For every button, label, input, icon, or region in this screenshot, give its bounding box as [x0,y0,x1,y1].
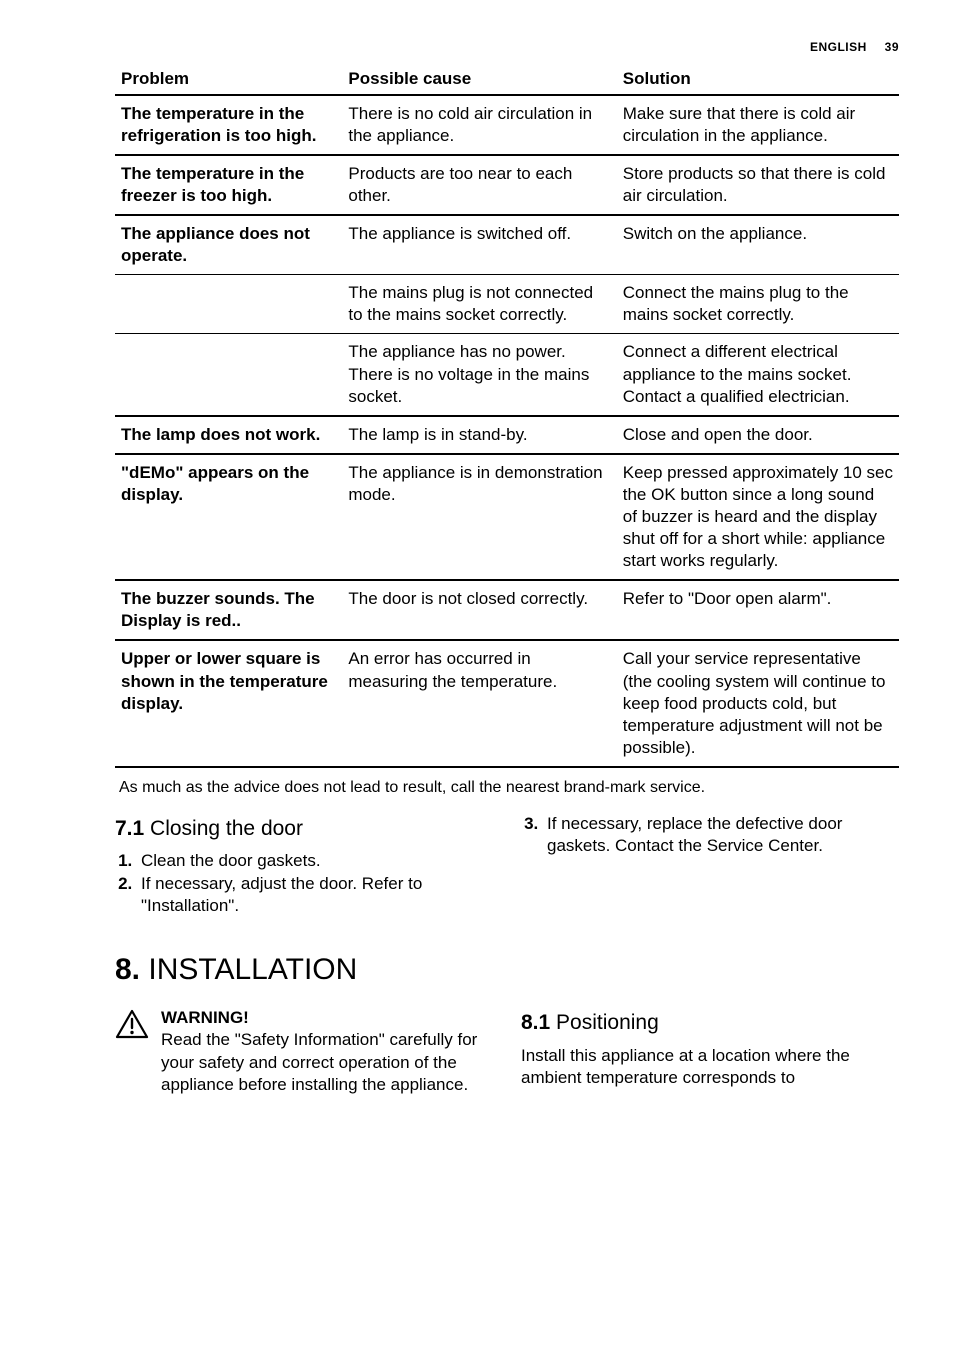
list-item: If necessary, replace the defective door… [543,813,899,857]
warning-text-block: WARNING! Read the "Safety Information" c… [161,1007,493,1095]
header-language: ENGLISH [810,40,867,54]
cell-solution: Close and open the door. [617,416,899,454]
section-8-number: 8. [115,953,140,986]
cell-solution: Store products so that there is cold air… [617,155,899,215]
table-row: The buzzer sounds. The Display is red.. … [115,580,899,640]
section-8-heading: 8. INSTALLATION [115,950,899,989]
list-item: If necessary, adjust the door. Refer to … [137,873,493,917]
cell-solution: Refer to "Door open alarm". [617,580,899,640]
section-7-1-left: 7.1 Closing the door Clean the door gask… [115,813,493,919]
cell-solution: Switch on the appliance. [617,215,899,275]
cell-cause: The lamp is in stand-by. [342,416,616,454]
table-row: The mains plug is not connected to the m… [115,275,899,334]
section-8-columns: WARNING! Read the "Safety Information" c… [115,1007,899,1095]
cell-solution: Make sure that there is cold air circula… [617,95,899,155]
col-header-problem: Problem [115,64,342,95]
cell-problem [115,275,342,334]
troubleshooting-table: Problem Possible cause Solution The temp… [115,64,899,768]
warning-body: Read the "Safety Information" carefully … [161,1030,477,1093]
cell-solution: Keep pressed approximately 10 sec the OK… [617,454,899,580]
cell-cause: Products are too near to each other. [342,155,616,215]
cell-problem: The lamp does not work. [115,416,342,454]
table-row: The appliance has no power. There is no … [115,334,899,416]
section-8-1-title: Positioning [556,1011,659,1034]
col-header-cause: Possible cause [342,64,616,95]
section-7-1-wrapper: 7.1 Closing the door Clean the door gask… [115,813,899,919]
cell-problem: The temperature in the refrigeration is … [115,95,342,155]
cell-problem: Upper or lower square is shown in the te… [115,640,342,766]
header-page-number: 39 [885,40,899,54]
table-row: The lamp does not work.The lamp is in st… [115,416,899,454]
col-header-solution: Solution [617,64,899,95]
table-row: The appliance does not operate.The appli… [115,215,899,275]
section-8-left: WARNING! Read the "Safety Information" c… [115,1007,493,1095]
cell-cause: There is no cold air circulation in the … [342,95,616,155]
table-header-row: Problem Possible cause Solution [115,64,899,95]
page-header: ENGLISH 39 [115,40,899,56]
cell-cause: The door is not closed correctly. [342,580,616,640]
table-footnote: As much as the advice does not lead to r… [119,778,895,799]
section-7-1-title: Closing the door [150,817,303,840]
cell-problem: The buzzer sounds. The Display is red.. [115,580,342,640]
cell-solution: Call your service representative (the co… [617,640,899,766]
table-row: The temperature in the refrigeration is … [115,95,899,155]
section-7-1-right: If necessary, replace the defective door… [521,813,899,919]
cell-cause: The appliance is in demonstration mode. [342,454,616,580]
cell-problem: The appliance does not operate. [115,215,342,275]
section-8-title: INSTALLATION [148,953,357,986]
section-8-1-heading: 8.1 Positioning [521,1009,899,1036]
cell-problem: The temperature in the freezer is too hi… [115,155,342,215]
warning-icon [115,1009,149,1045]
cell-cause: The mains plug is not connected to the m… [342,275,616,334]
warning-label: WARNING! [161,1007,493,1029]
table-row: Upper or lower square is shown in the te… [115,640,899,766]
cell-cause: The appliance is switched off. [342,215,616,275]
section-7-1-number: 7.1 [115,817,144,840]
section-7-1-heading: 7.1 Closing the door [115,815,493,842]
cell-cause: The appliance has no power. There is no … [342,334,616,416]
cell-solution: Connect a different electrical appliance… [617,334,899,416]
warning-block: WARNING! Read the "Safety Information" c… [115,1007,493,1095]
steps-list-right: If necessary, replace the defective door… [521,813,899,857]
list-item: Clean the door gaskets. [137,850,493,872]
section-8-right: 8.1 Positioning Install this appliance a… [521,1007,899,1095]
cell-problem [115,334,342,416]
cell-cause: An error has occurred in measuring the t… [342,640,616,766]
cell-solution: Connect the mains plug to the mains sock… [617,275,899,334]
cell-problem: "dEMo" appears on the display. [115,454,342,580]
table-row: The temperature in the freezer is too hi… [115,155,899,215]
section-8-1-number: 8.1 [521,1011,550,1034]
section-8-1-body: Install this appliance at a location whe… [521,1045,899,1089]
steps-list-left: Clean the door gaskets.If necessary, adj… [115,850,493,917]
table-row: "dEMo" appears on the display.The applia… [115,454,899,580]
